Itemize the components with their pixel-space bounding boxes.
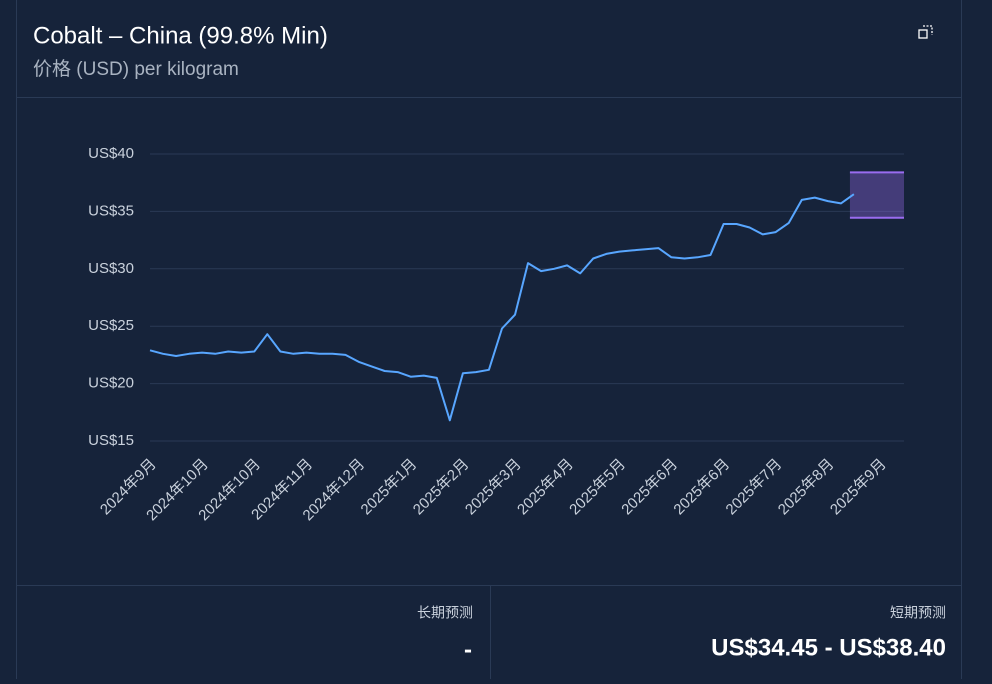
icon-part	[918, 29, 928, 39]
y-tick-label: US$15	[88, 432, 134, 449]
price-line	[149, 193, 855, 422]
y-tick-label: US$30	[88, 260, 134, 277]
y-tick-label: US$40	[88, 145, 134, 162]
forecast-band	[849, 172, 904, 218]
short-term-value: US$34.45 - US$38.40	[711, 634, 946, 661]
long-term-label: 长期预测	[417, 605, 473, 621]
subtitle: 价格 (USD) per kilogram	[33, 58, 239, 80]
short-term-label: 短期预测	[890, 605, 946, 621]
title: Cobalt – China (99.8% Min)	[33, 22, 328, 49]
y-tick-label: US$35	[88, 202, 134, 219]
y-tick-label: US$25	[88, 317, 134, 334]
icon-part	[923, 25, 933, 35]
y-tick-label: US$20	[88, 375, 134, 392]
long-term-value: -	[464, 636, 472, 663]
expand-icon[interactable]	[918, 25, 933, 39]
